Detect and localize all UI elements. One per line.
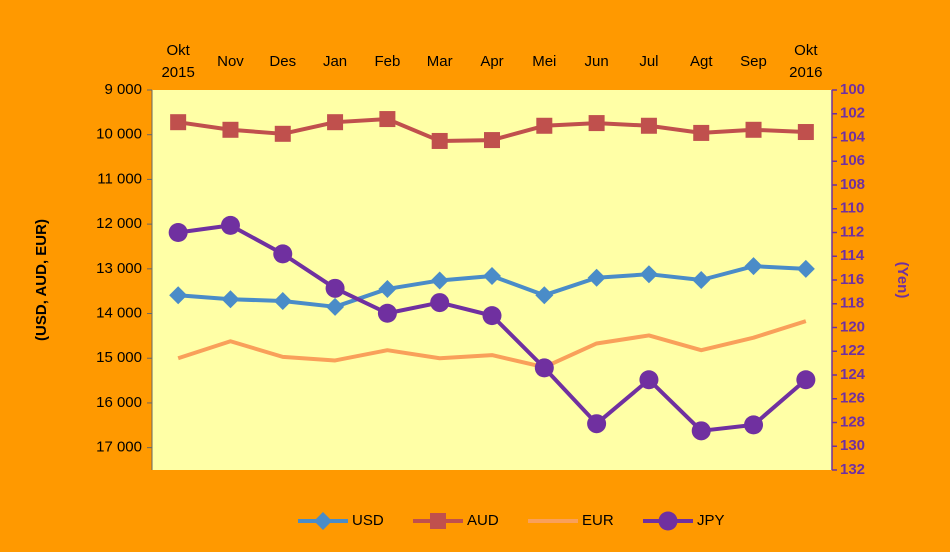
- marker: [326, 297, 345, 316]
- marker: [377, 303, 397, 323]
- x-tick-label: Okt 2016: [789, 42, 822, 81]
- marker: [430, 513, 446, 529]
- y2-tick-label: 124: [840, 366, 866, 383]
- marker: [170, 114, 187, 131]
- x-tick-label: Nov: [217, 53, 244, 70]
- y-tick-label: 14 000: [96, 304, 142, 321]
- y2-tick-label: 110: [840, 200, 864, 217]
- x-tick-label: Mar: [427, 53, 453, 70]
- y-tick-label: 17 000: [96, 439, 142, 456]
- y-tick-label: 13 000: [96, 260, 142, 277]
- marker: [482, 306, 502, 326]
- y2-tick-label: 102: [840, 105, 865, 122]
- y-axis-label: (USD, AUD, EUR): [33, 219, 50, 341]
- marker: [744, 415, 764, 435]
- x-tick-label-line: 2015: [161, 64, 194, 81]
- marker: [534, 358, 554, 378]
- y-tick-label: 9 000: [104, 81, 142, 98]
- marker: [169, 286, 188, 305]
- x-tick-label: Okt 2015: [161, 42, 194, 81]
- marker: [314, 512, 332, 530]
- y2-tick-label: 120: [840, 318, 865, 335]
- marker: [327, 114, 344, 131]
- marker: [639, 265, 658, 284]
- y2-tick-label: 122: [840, 342, 865, 359]
- y-tick-label: 10 000: [96, 126, 142, 143]
- y2-tick-label: 112: [840, 223, 864, 240]
- x-tick-label-line: 2016: [789, 64, 822, 81]
- x-tick-label: Jun: [585, 53, 609, 70]
- marker: [379, 111, 396, 128]
- y2-tick-label: 104: [840, 128, 866, 145]
- marker: [536, 117, 553, 134]
- y2-tick-label: 106: [840, 152, 865, 169]
- marker: [692, 271, 711, 289]
- x-tick-label: Jan: [323, 53, 347, 70]
- x-tick-label: Apr: [480, 53, 503, 70]
- legend-label: EUR: [582, 512, 614, 529]
- y-tick-label: 16 000: [96, 394, 142, 411]
- marker: [431, 132, 448, 149]
- legend-label: JPY: [697, 512, 725, 529]
- legend-label: AUD: [467, 512, 499, 529]
- marker: [796, 370, 816, 390]
- y2-tick-label: 130: [840, 437, 865, 454]
- marker: [744, 257, 763, 276]
- marker: [484, 132, 500, 149]
- x-tick-label: Mei: [532, 53, 556, 70]
- y2-tick-label: 128: [840, 413, 865, 430]
- y-tick-label: 15 000: [96, 349, 142, 366]
- marker: [587, 268, 606, 287]
- marker: [274, 125, 291, 142]
- marker: [588, 115, 605, 132]
- marker: [639, 370, 659, 390]
- y2-tick-label: 100: [840, 81, 865, 98]
- marker: [693, 124, 710, 141]
- marker: [168, 223, 188, 242]
- marker: [221, 290, 240, 309]
- marker: [640, 117, 657, 134]
- y2-tick-label: 132: [840, 461, 865, 478]
- y2-tick-label: 126: [840, 390, 865, 407]
- marker: [745, 121, 762, 138]
- y2-tick-label: 114: [840, 247, 865, 264]
- marker: [691, 421, 711, 441]
- marker: [483, 266, 501, 285]
- marker: [430, 271, 449, 290]
- y2-tick-label: 116: [840, 271, 864, 288]
- y2-tick-label: 108: [840, 176, 865, 193]
- y-tick-label: 12 000: [96, 215, 142, 232]
- x-tick-label: Agt: [690, 53, 713, 70]
- series-line: [177, 319, 807, 370]
- marker: [220, 215, 240, 235]
- marker: [587, 414, 607, 434]
- marker: [273, 244, 293, 264]
- x-tick-label: Des: [269, 53, 296, 70]
- marker: [535, 286, 554, 305]
- x-tick-label: Sep: [740, 53, 767, 70]
- marker: [658, 511, 678, 531]
- legend-label: USD: [352, 512, 384, 529]
- marker: [378, 279, 397, 298]
- y-tick-label: 11 000: [97, 170, 142, 187]
- marker: [222, 121, 239, 138]
- marker: [430, 293, 450, 313]
- x-tick-label: Jul: [639, 53, 658, 70]
- x-tick-label-line: Okt: [794, 42, 818, 59]
- x-tick-label-line: Okt: [166, 42, 190, 59]
- marker: [797, 124, 814, 141]
- x-tick-label: Feb: [374, 53, 400, 70]
- y2-axis-label: (Yen): [894, 262, 911, 299]
- marker: [796, 259, 815, 278]
- y2-tick-label: 118: [840, 295, 864, 312]
- marker: [325, 278, 345, 298]
- marker: [273, 292, 292, 311]
